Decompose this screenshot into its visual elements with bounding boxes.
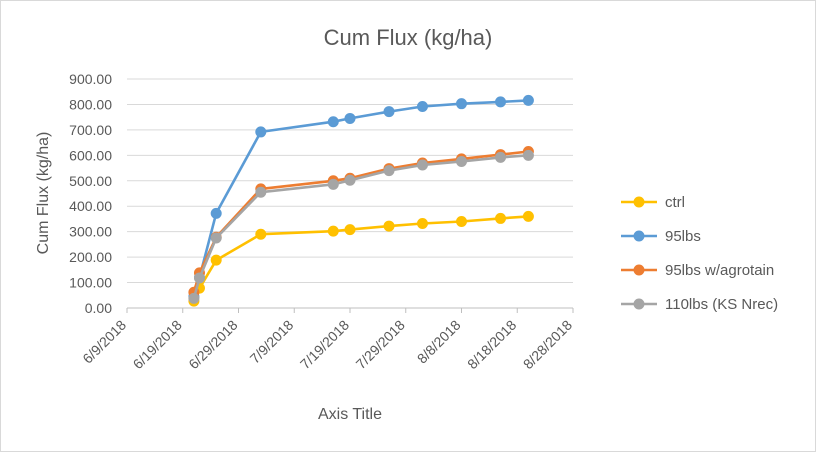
legend-label: 110lbs (KS Nrec) [665,296,778,313]
x-tick-label: 6/29/2018 [185,317,241,373]
data-point [255,228,267,240]
x-tick-label: 8/8/2018 [414,317,464,367]
series-line [192,154,529,299]
legend-item: 95lbs w/agrotain [621,262,774,279]
legend-marker [633,196,645,208]
x-tick-label: 7/9/2018 [247,317,297,367]
data-point [416,100,428,112]
data-point [210,207,222,219]
data-point [344,112,356,124]
data-point [456,215,467,227]
legend-item: ctrl [621,194,685,211]
data-point [327,178,339,190]
legend-marker [633,230,645,242]
data-point [416,159,428,171]
x-tick-label: 7/19/2018 [297,317,353,373]
y-tick-label: 400.00 [69,198,112,214]
series-line [192,215,529,302]
x-tick-label: 6/9/2018 [79,317,129,367]
data-point [188,292,200,304]
chart-title: Cum Flux (kg/ha) [324,25,493,50]
data-point [255,126,267,138]
series-4 [188,149,534,304]
series-1 [188,210,534,307]
y-tick-label: 100.00 [69,275,112,291]
data-point [327,116,339,128]
legend-label: 95lbs w/agrotain [665,262,774,279]
y-axis-title: Cum Flux (kg/ha) [35,132,52,255]
y-tick-label: 700.00 [69,122,112,138]
series-group [188,94,534,307]
legend-label: ctrl [665,194,685,211]
series-line [192,150,529,293]
data-point [210,254,222,266]
y-tick-label: 500.00 [69,173,112,189]
data-point [495,212,507,224]
data-point [456,98,467,110]
y-tick-label: 200.00 [69,249,112,265]
data-point [210,232,222,244]
y-tick-label: 900.00 [69,71,112,87]
legend: ctrl 95lbs 95lbs w/agrotain 110lbs (KS Nrec… [621,194,778,313]
y-tick-label: 600.00 [69,147,112,163]
y-tick-label: 300.00 [69,224,112,240]
legend-marker [633,298,645,310]
data-point [522,210,534,222]
legend-item: 95lbs [621,228,701,245]
data-point [522,94,534,106]
x-tick-label: 8/18/2018 [464,317,520,373]
series-2 [188,94,534,303]
x-tick-label: 7/29/2018 [353,317,409,373]
data-point [383,165,395,177]
x-tick-label: 8/28/2018 [520,317,576,373]
data-point [383,106,395,118]
x-axis-title: Axis Title [318,406,382,423]
data-point [456,155,467,167]
y-tick-label: 800.00 [69,96,112,112]
data-point [416,218,428,230]
data-point [383,220,395,232]
legend-item: 110lbs (KS Nrec) [621,296,778,313]
data-point [327,225,339,237]
legend-marker [633,264,645,276]
data-point [495,96,507,108]
legend-label: 95lbs [665,228,701,245]
data-point [522,149,534,161]
x-tick-label: 6/19/2018 [130,317,186,373]
data-point [495,151,507,163]
data-point [255,186,267,198]
data-point [344,224,356,236]
data-point [193,272,205,284]
data-point [344,174,356,186]
y-tick-label: 0.00 [85,300,112,316]
